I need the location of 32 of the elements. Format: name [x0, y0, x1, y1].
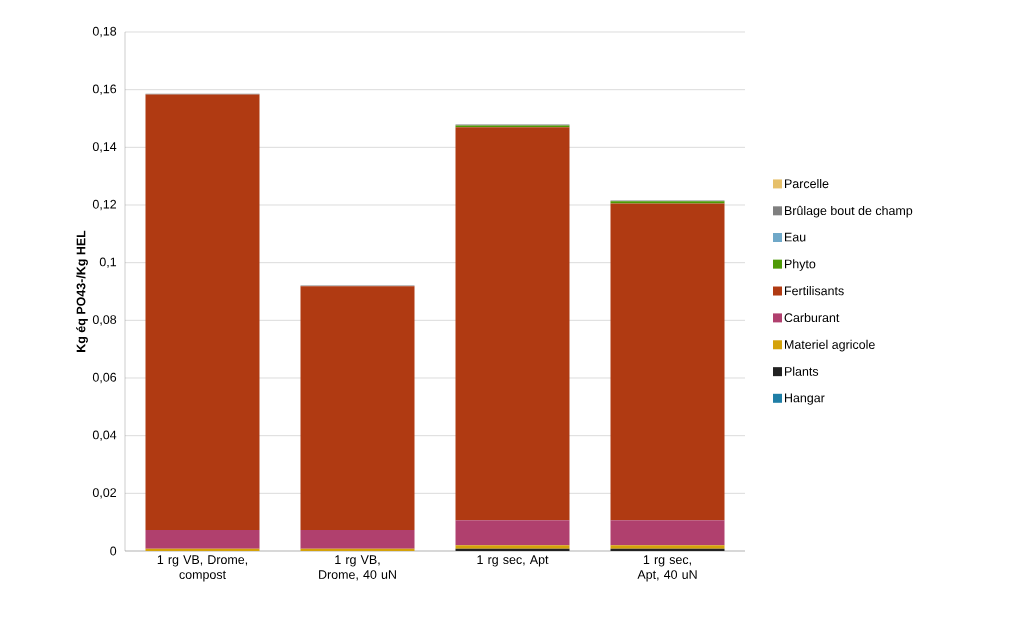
x-tick-label: 1 rg VB, Drome, 40 uN [319, 555, 396, 581]
x-tick-label: 1 rg sec, Apt [477, 555, 549, 567]
legend-label: Hangar [785, 393, 825, 405]
legend-label: Plants [785, 366, 819, 376]
legend-label: Parcelle [785, 178, 829, 189]
legend-label: Carburant [784, 312, 840, 323]
y-tick-label: 0,12 [92, 199, 117, 211]
y-tick-label: 0,06 [92, 372, 117, 384]
x-tick-label: 1 rg sec, Apt, 40 uN [637, 555, 697, 582]
x-tick-label: 1 rg VB, Drome, compost [157, 555, 248, 582]
bar [610, 520, 725, 546]
bar [300, 529, 415, 549]
bar [145, 94, 260, 530]
legend-label: Eau [785, 232, 806, 242]
y-tick-label: 0,18 [92, 26, 117, 38]
bar [145, 529, 260, 549]
y-tick-label: 0 [110, 546, 117, 556]
bar [610, 203, 725, 521]
y-tick-label: 0,1 [99, 257, 117, 268]
legend-label: Brûlage bout de champ [785, 205, 913, 218]
y-tick-label: 0,02 [92, 488, 117, 499]
legend-label: Fertilisants [785, 286, 844, 296]
y-tick-label: 0,14 [92, 142, 117, 153]
y-tick-label: 0,16 [92, 84, 117, 95]
y-tick-label: 0,08 [92, 315, 117, 326]
bar [455, 127, 570, 521]
bar [455, 520, 570, 546]
y-tick-label: 0,04 [92, 430, 117, 441]
legend-label: Phyto [785, 259, 816, 271]
bar [300, 286, 415, 530]
legend-label: Materiel agricole [785, 339, 875, 352]
y-axis-title: Kg éq PO43-/Kg HEL [76, 230, 88, 352]
